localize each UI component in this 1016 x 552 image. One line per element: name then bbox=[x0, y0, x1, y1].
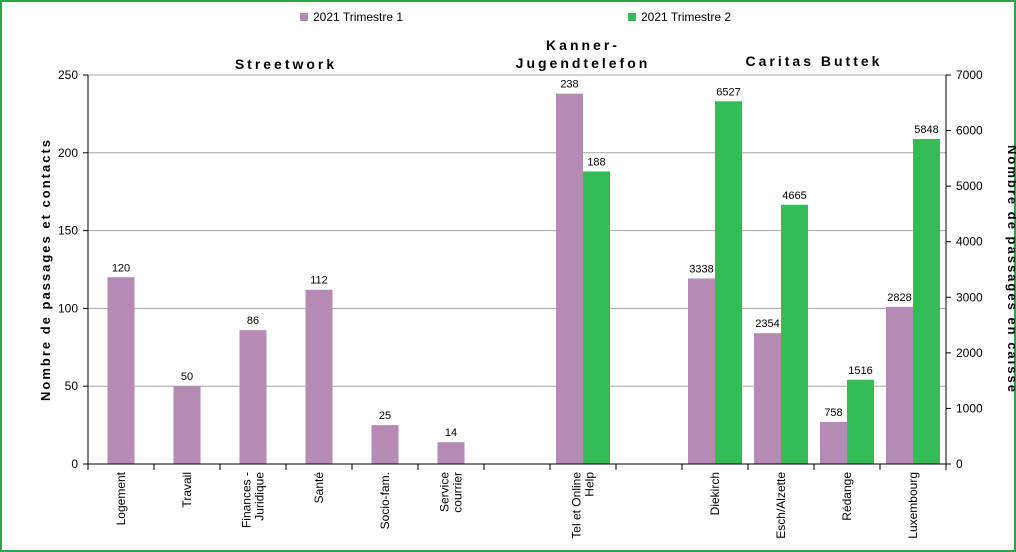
left-tick-label: 50 bbox=[65, 379, 79, 393]
right-tick-label: 1000 bbox=[956, 401, 983, 415]
data-label: 1516 bbox=[848, 365, 872, 377]
data-label: 112 bbox=[310, 275, 328, 287]
data-label: 5848 bbox=[914, 124, 938, 136]
left-tick-label: 0 bbox=[71, 457, 78, 471]
bar bbox=[239, 330, 267, 464]
bar bbox=[371, 425, 399, 464]
right-tick-label: 6000 bbox=[956, 124, 983, 138]
category-label: Travail bbox=[180, 472, 194, 508]
legend-swatch bbox=[300, 13, 308, 21]
legend-label: 2021 Trimestre 2 bbox=[641, 10, 731, 24]
bar bbox=[847, 379, 874, 464]
category-label: Logement bbox=[114, 471, 128, 525]
data-label: 188 bbox=[587, 156, 605, 168]
right-tick-label: 5000 bbox=[956, 179, 983, 193]
category-label: Tel et OnlineHelp bbox=[570, 472, 597, 539]
right-tick-label: 2000 bbox=[956, 346, 983, 360]
data-label: 50 bbox=[181, 371, 193, 383]
bar bbox=[305, 289, 333, 464]
bar bbox=[715, 101, 742, 465]
data-label: 2828 bbox=[887, 292, 911, 304]
bar bbox=[173, 386, 201, 464]
data-label: 758 bbox=[824, 407, 842, 419]
bar bbox=[820, 421, 847, 464]
data-label: 86 bbox=[247, 315, 259, 327]
right-tick-label: 0 bbox=[956, 457, 963, 471]
right-axis-title: Nombre de passages en caisse bbox=[1005, 145, 1016, 394]
data-label: 6527 bbox=[716, 86, 740, 98]
bar bbox=[886, 306, 913, 464]
bar bbox=[781, 204, 808, 465]
group-title: Streetwork bbox=[235, 56, 337, 72]
bars bbox=[107, 93, 940, 465]
data-label: 3338 bbox=[689, 264, 713, 276]
category-label: Santé bbox=[312, 472, 326, 504]
data-label: 120 bbox=[112, 262, 130, 274]
category-label: Rédange bbox=[840, 472, 854, 521]
bar bbox=[556, 93, 583, 464]
data-label: 238 bbox=[560, 79, 578, 91]
bar bbox=[583, 171, 610, 465]
category-label: Esch/Alzette bbox=[774, 472, 788, 539]
legend-label: 2021 Trimestre 1 bbox=[313, 10, 403, 24]
legend-swatch bbox=[628, 13, 636, 21]
legend: 2021 Trimestre 1 2021 Trimestre 2 bbox=[300, 10, 731, 24]
category-label: Socio-fam. bbox=[378, 472, 392, 529]
category-label: Diekirch bbox=[708, 472, 722, 515]
left-tick-label: 150 bbox=[58, 224, 78, 238]
bar bbox=[754, 333, 781, 464]
left-tick-label: 200 bbox=[58, 146, 78, 160]
axes: 0 50 100 150 200 250 0 1000 2000 3000 4000 5000 6000… bbox=[58, 68, 983, 471]
data-label: 2354 bbox=[755, 318, 779, 330]
left-tick-label: 250 bbox=[58, 68, 78, 82]
data-label: 25 bbox=[379, 410, 391, 422]
group-title: Caritas Buttek bbox=[746, 53, 883, 69]
bar bbox=[437, 442, 465, 464]
bar bbox=[688, 278, 715, 464]
data-label: 14 bbox=[445, 427, 457, 439]
bar bbox=[913, 139, 940, 464]
right-tick-label: 4000 bbox=[956, 235, 983, 249]
data-label: 4665 bbox=[782, 190, 806, 202]
category-label: Luxembourg bbox=[906, 472, 920, 539]
category-label: Servicecourrier bbox=[438, 472, 465, 513]
left-tick-label: 100 bbox=[58, 301, 78, 315]
category-label: Finances -Juridique bbox=[240, 472, 267, 528]
bar bbox=[107, 277, 135, 464]
labels: 120 Logement 50 Travail 86 Finances -Juridiqu… bbox=[38, 37, 1016, 539]
group-title: Kanner-Jugendtelefon bbox=[516, 37, 651, 71]
right-tick-label: 7000 bbox=[956, 68, 983, 82]
right-tick-label: 3000 bbox=[956, 290, 983, 304]
left-axis-title: Nombre de passages et contacts bbox=[38, 138, 53, 401]
